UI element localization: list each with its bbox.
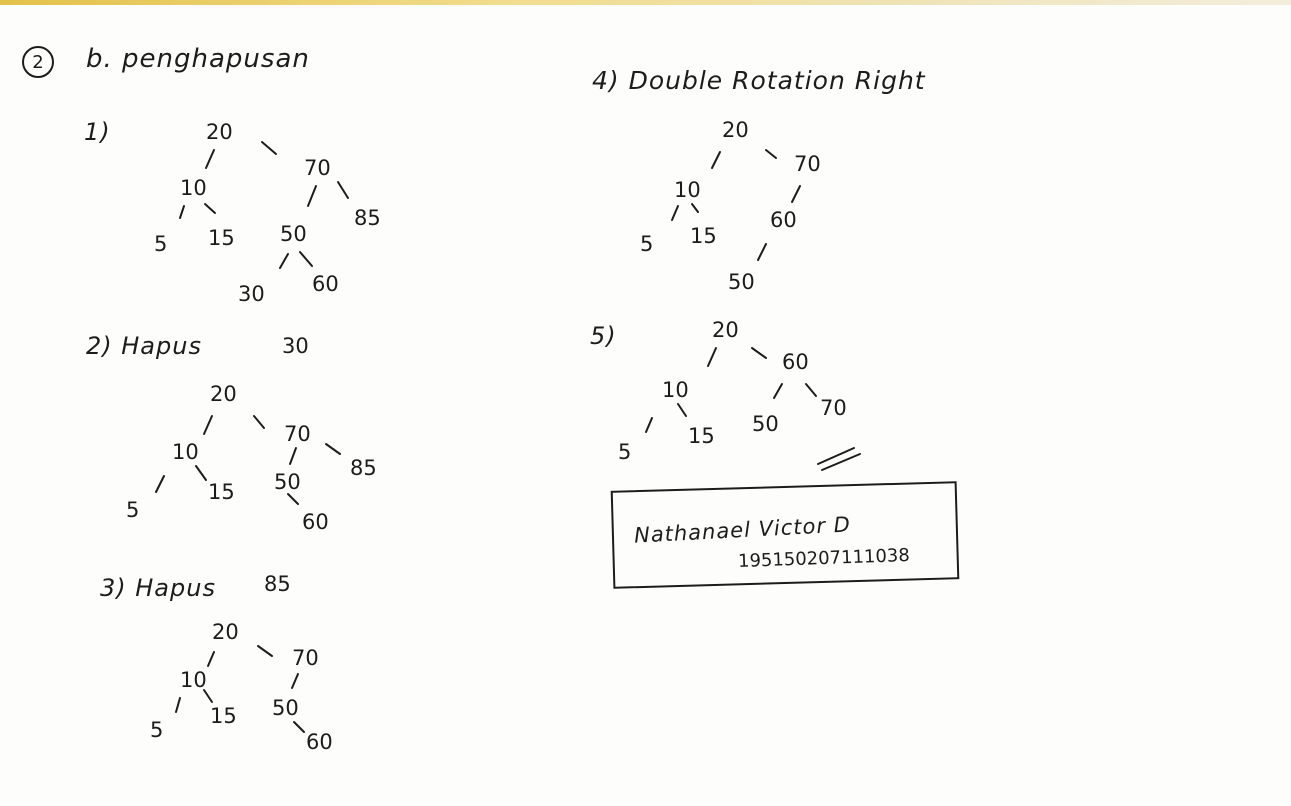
tree-1-node: 50 <box>280 222 307 246</box>
tree-3-node: 50 <box>272 696 299 720</box>
tree-5-node: 60 <box>782 350 809 374</box>
tree-4-node: 5 <box>640 232 654 256</box>
step-5-label: 5) <box>590 322 617 350</box>
tree-5-node: 5 <box>618 440 632 464</box>
tree-1-node: 30 <box>238 282 265 306</box>
tree-5-node: 50 <box>752 412 779 436</box>
tree-3-node: 15 <box>210 704 237 728</box>
step-1-label: 1) <box>84 118 111 146</box>
tree-2-node: 70 <box>284 422 311 446</box>
tree-3-node: 5 <box>150 718 164 742</box>
tree-3-node: 70 <box>292 646 319 670</box>
step-4-label: 4) Double Rotation Right <box>592 66 926 95</box>
tree-2-node: 15 <box>208 480 235 504</box>
step-2-label: 2) Hapus <box>86 332 202 360</box>
tree-4-node: 20 <box>722 118 749 142</box>
step-3-value: 85 <box>264 572 291 596</box>
tree-4-node: 15 <box>690 224 717 248</box>
tree-1-node: 20 <box>206 120 233 144</box>
tree-3-node: 10 <box>180 668 207 692</box>
tree-3-node: 60 <box>306 730 333 754</box>
tree-2-node: 50 <box>274 470 301 494</box>
tree-4-node: 60 <box>770 208 797 232</box>
question-number: 2 <box>32 51 44 73</box>
tree-2-node: 10 <box>172 440 199 464</box>
paper-top-edge <box>0 0 1291 5</box>
section-title: b. penghapusan <box>86 44 310 74</box>
tree-2-node: 5 <box>126 498 140 522</box>
tree-5-node: 70 <box>820 396 847 420</box>
tree-5-node: 10 <box>662 378 689 402</box>
tree-5-node: 15 <box>688 424 715 448</box>
tree-2-node: 60 <box>302 510 329 534</box>
tree-2-node: 85 <box>350 456 377 480</box>
tree-2-node: 20 <box>210 382 237 406</box>
tree-5-node: 20 <box>712 318 739 342</box>
tree-1-node: 70 <box>304 156 331 180</box>
step-3-label: 3) Hapus <box>100 574 216 602</box>
tree-1-node: 15 <box>208 226 235 250</box>
tree-1-node: 85 <box>354 206 381 230</box>
tree-1-node: 5 <box>154 232 168 256</box>
question-number-circle: 2 <box>22 46 54 78</box>
tree-1-node: 10 <box>180 176 207 200</box>
step-2-value: 30 <box>282 334 309 358</box>
tree-4-node: 10 <box>674 178 701 202</box>
tree-1-node: 60 <box>312 272 339 296</box>
tree-4-node: 70 <box>794 152 821 176</box>
tree-3-node: 20 <box>212 620 239 644</box>
tree-4-node: 50 <box>728 270 755 294</box>
